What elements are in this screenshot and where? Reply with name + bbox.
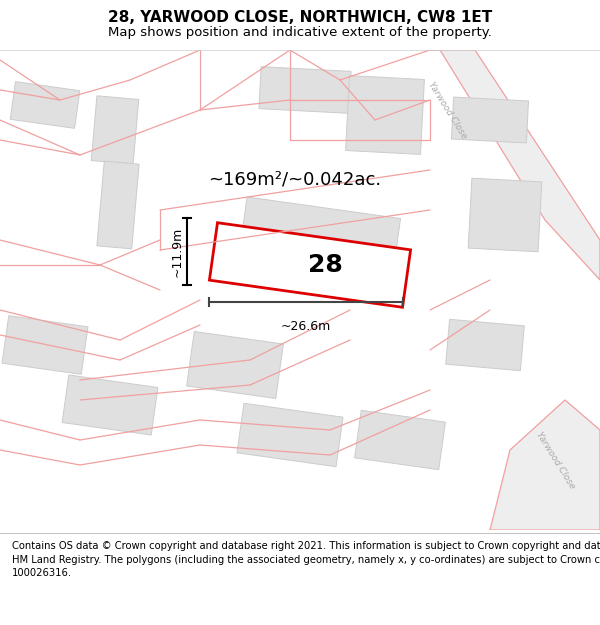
Polygon shape: [2, 316, 88, 374]
Polygon shape: [237, 403, 343, 467]
Text: ~169m²/~0.042ac.: ~169m²/~0.042ac.: [208, 171, 382, 189]
Text: ~11.9m: ~11.9m: [171, 226, 184, 276]
Text: ~26.6m: ~26.6m: [281, 320, 331, 333]
Polygon shape: [187, 331, 283, 399]
Polygon shape: [97, 161, 139, 249]
Polygon shape: [355, 411, 445, 469]
Text: 28: 28: [308, 253, 343, 277]
Polygon shape: [490, 400, 600, 530]
Polygon shape: [259, 67, 351, 113]
Polygon shape: [10, 82, 80, 128]
Text: Yarwood Close: Yarwood Close: [426, 80, 468, 140]
Polygon shape: [430, 50, 600, 280]
Polygon shape: [451, 97, 529, 143]
Polygon shape: [346, 76, 424, 154]
Polygon shape: [446, 319, 524, 371]
Text: 28, YARWOOD CLOSE, NORTHWICH, CW8 1ET: 28, YARWOOD CLOSE, NORTHWICH, CW8 1ET: [108, 10, 492, 25]
Text: Map shows position and indicative extent of the property.: Map shows position and indicative extent…: [108, 26, 492, 39]
Text: Yarwood Close: Yarwood Close: [534, 430, 576, 490]
Polygon shape: [62, 375, 158, 435]
Polygon shape: [468, 178, 542, 252]
Polygon shape: [91, 96, 139, 164]
Text: Contains OS data © Crown copyright and database right 2021. This information is : Contains OS data © Crown copyright and d…: [12, 541, 600, 578]
Polygon shape: [209, 222, 410, 308]
Polygon shape: [239, 197, 401, 273]
